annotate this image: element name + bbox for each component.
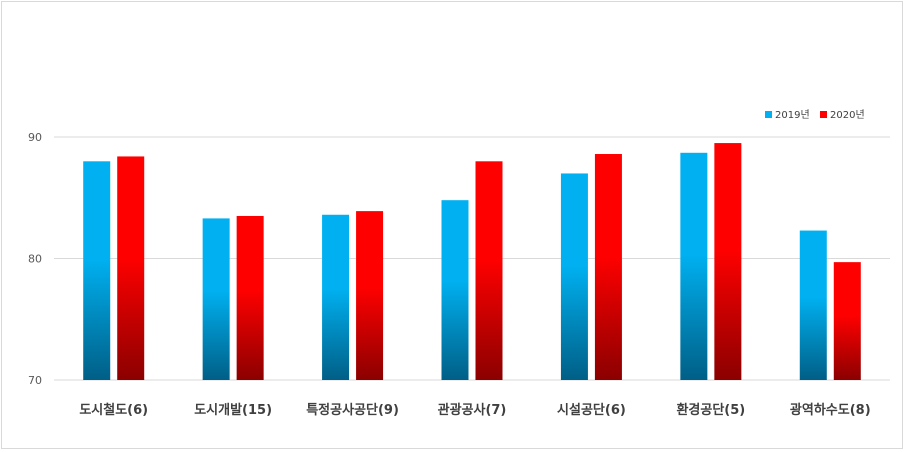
bar-2019년-0 xyxy=(83,161,111,380)
y-tick-label: 80 xyxy=(28,253,42,266)
grid-lines xyxy=(54,136,890,381)
x-category-label: 도시개발(15) xyxy=(194,402,272,418)
x-category-label: 도시철도(6) xyxy=(79,402,148,418)
legend-label-0: 2019년 xyxy=(775,109,810,121)
bar-2019년-5 xyxy=(680,152,708,380)
bar-2019년-1 xyxy=(202,218,230,380)
bar-2020년-2 xyxy=(356,211,384,380)
x-category-label: 관광공사(7) xyxy=(438,402,507,418)
bar-2020년-6 xyxy=(833,262,861,380)
y-tick-label: 90 xyxy=(28,131,42,144)
bar-2020년-1 xyxy=(236,215,264,380)
legend-label-1: 2020년 xyxy=(830,109,865,121)
bars xyxy=(83,143,861,380)
legend: 2019년 2020년 xyxy=(765,109,865,121)
bar-2020년-5 xyxy=(714,143,742,380)
bar-2019년-6 xyxy=(799,230,827,380)
x-category-label: 광역하수도(8) xyxy=(790,402,871,418)
bar-2020년-3 xyxy=(475,161,503,380)
x-category-label: 환경공단(5) xyxy=(676,402,745,418)
legend-swatch-0 xyxy=(765,111,772,118)
bar-2019년-4 xyxy=(560,173,588,380)
y-tick-label: 70 xyxy=(28,374,42,387)
bar-2019년-2 xyxy=(322,214,350,380)
x-category-label: 특정공사공단(9) xyxy=(306,402,399,418)
x-axis-labels: 도시철도(6) 도시개발(15) 특정공사공단(9) 관광공사(7) 시설공단(6) 환경… xyxy=(79,402,870,418)
bar-2019년-3 xyxy=(441,200,469,380)
x-category-label: 시설공단(6) xyxy=(557,402,626,418)
legend-swatch-1 xyxy=(820,111,827,118)
bar-2020년-4 xyxy=(594,154,622,380)
y-axis-ticks: 70 80 90 xyxy=(28,131,42,387)
bar-2020년-0 xyxy=(117,156,145,380)
